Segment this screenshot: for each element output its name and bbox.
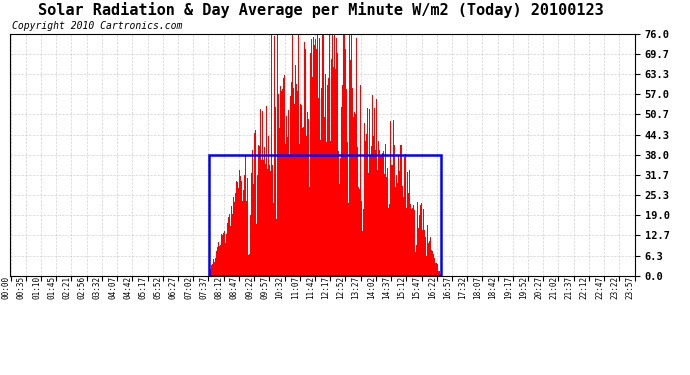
Text: Solar Radiation & Day Average per Minute W/m2 (Today) 20100123: Solar Radiation & Day Average per Minute… — [38, 2, 604, 18]
Text: 12:52: 12:52 — [337, 276, 346, 299]
Text: 15:47: 15:47 — [413, 276, 422, 299]
Text: 05:17: 05:17 — [139, 276, 148, 299]
Text: 16:57: 16:57 — [443, 276, 452, 299]
Text: 22:47: 22:47 — [595, 276, 604, 299]
Text: 14:37: 14:37 — [382, 276, 391, 299]
Text: 23:22: 23:22 — [611, 276, 620, 299]
Text: 11:07: 11:07 — [290, 276, 299, 299]
Text: 04:42: 04:42 — [124, 276, 132, 299]
Text: 00:35: 00:35 — [17, 276, 26, 299]
Text: 14:02: 14:02 — [367, 276, 376, 299]
Text: Copyright 2010 Cartronics.com: Copyright 2010 Cartronics.com — [12, 21, 183, 31]
Text: 21:02: 21:02 — [549, 276, 558, 299]
Text: 01:45: 01:45 — [47, 276, 56, 299]
Text: 11:42: 11:42 — [306, 276, 315, 299]
Text: 22:12: 22:12 — [580, 276, 589, 299]
Bar — [208, 154, 441, 276]
Text: 00:00: 00:00 — [1, 276, 10, 299]
Text: 06:27: 06:27 — [169, 276, 178, 299]
Text: 07:02: 07:02 — [184, 276, 193, 299]
Text: 17:32: 17:32 — [458, 276, 467, 299]
Text: 09:22: 09:22 — [245, 276, 254, 299]
Text: 07:37: 07:37 — [199, 276, 208, 299]
Text: 19:52: 19:52 — [519, 276, 528, 299]
Text: 16:22: 16:22 — [428, 276, 437, 299]
Text: 18:07: 18:07 — [473, 276, 482, 299]
Text: 03:32: 03:32 — [93, 276, 102, 299]
Text: 08:47: 08:47 — [230, 276, 239, 299]
Text: 05:52: 05:52 — [154, 276, 163, 299]
Text: 23:57: 23:57 — [626, 276, 635, 299]
Text: 15:12: 15:12 — [397, 276, 406, 299]
Text: 04:07: 04:07 — [108, 276, 117, 299]
Text: 12:17: 12:17 — [321, 276, 331, 299]
Text: 18:42: 18:42 — [489, 276, 497, 299]
Text: 21:37: 21:37 — [564, 276, 573, 299]
Text: 02:21: 02:21 — [63, 276, 72, 299]
Text: 08:12: 08:12 — [215, 276, 224, 299]
Text: 01:10: 01:10 — [32, 276, 41, 299]
Text: 19:17: 19:17 — [504, 276, 513, 299]
Text: 02:56: 02:56 — [78, 276, 87, 299]
Text: 09:57: 09:57 — [260, 276, 269, 299]
Text: 10:32: 10:32 — [275, 276, 284, 299]
Text: 13:27: 13:27 — [352, 276, 361, 299]
Text: 20:27: 20:27 — [534, 276, 543, 299]
